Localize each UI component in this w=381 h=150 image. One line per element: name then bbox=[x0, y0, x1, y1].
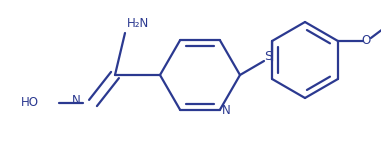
Text: O: O bbox=[361, 34, 371, 48]
Text: N: N bbox=[72, 94, 81, 108]
Text: S: S bbox=[264, 51, 272, 63]
Text: N: N bbox=[222, 104, 231, 117]
Text: H₂N: H₂N bbox=[127, 17, 149, 30]
Text: HO: HO bbox=[21, 96, 39, 108]
